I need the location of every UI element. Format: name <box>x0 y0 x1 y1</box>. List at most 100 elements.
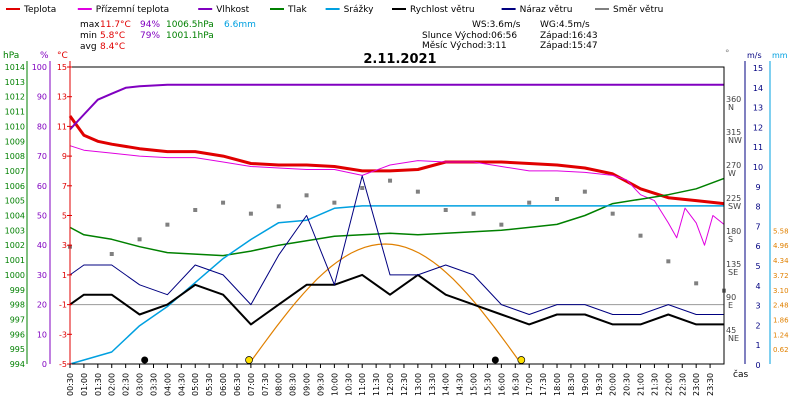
info-moon-set: Západ:15:47 <box>540 41 598 51</box>
time-tick-label: 14:00 <box>442 373 451 396</box>
time-tick-label: 08:00 <box>275 373 284 396</box>
legend: Teplota Přízemní teplota Vlhkost Tlak Srážky… <box>6 5 663 15</box>
wind-direction-point <box>276 204 281 209</box>
info-moon-rise: Měsíc Východ:3:11 <box>422 41 507 51</box>
unit-humidity: % <box>40 51 49 61</box>
time-tick-label: 15:00 <box>470 373 479 396</box>
time-tick-label: 18:30 <box>567 373 576 396</box>
time-tick-label: 12:00 <box>386 373 395 396</box>
time-tick-label: 07:30 <box>261 373 270 396</box>
stat-max-label: max <box>80 20 100 30</box>
time-tick-label: 15:30 <box>483 373 492 396</box>
series-line-srazky <box>69 205 724 365</box>
time-tick-label: 05:30 <box>205 373 214 396</box>
time-tick-label: 04:30 <box>177 373 186 396</box>
time-tick-label: 21:00 <box>637 373 646 396</box>
time-tick-label: 00:30 <box>66 373 75 396</box>
time-tick-label: 20:30 <box>623 373 632 396</box>
series-line-rychlost-vetru <box>69 273 724 326</box>
time-tick-label: 04:00 <box>163 373 172 396</box>
wind-direction-point <box>415 189 420 194</box>
humidity-tick-label: 90 <box>37 93 47 102</box>
direction-tick-compass: NE <box>728 334 739 343</box>
chart-title: 2.11.2021 <box>363 52 436 67</box>
rain-tick-label: 2.48 <box>773 302 789 310</box>
temp-tick-label: 11 <box>57 122 67 131</box>
legend-label: Srážky <box>344 5 375 15</box>
direction-tick-compass: E <box>728 301 733 310</box>
rain-tick-label: 3.72 <box>773 272 789 280</box>
wind-direction-point <box>248 211 253 216</box>
sunrise-marker <box>245 356 253 364</box>
stat-min-label: min <box>80 31 97 41</box>
stat-max-hum: 94% <box>140 20 160 30</box>
unit-time: čas <box>733 369 748 380</box>
direction-tick-degrees: 45 <box>726 326 736 335</box>
temp-tick-label: -3 <box>59 330 67 339</box>
direction-tick-compass: NW <box>728 136 742 145</box>
temp-tick-label: -5 <box>59 360 67 369</box>
pressure-tick-label: 1006 <box>5 182 25 191</box>
wind-tick-label: 6 <box>755 242 760 251</box>
time-tick-label: 19:00 <box>581 373 590 396</box>
unit-rain: mm <box>772 51 788 60</box>
wind-direction-point <box>694 281 699 286</box>
wind-tick-label: 12 <box>753 123 763 132</box>
info-wg: WG:4.5m/s <box>540 20 590 30</box>
wind-direction-point <box>610 211 615 216</box>
time-tick-label: 18:00 <box>553 373 562 396</box>
wind-direction-point <box>555 197 560 201</box>
pressure-tick-label: 997 <box>10 315 25 324</box>
wind-tick-label: 3 <box>755 302 760 311</box>
series-line-tlak <box>69 177 725 257</box>
time-tick-label: 03:00 <box>136 373 145 396</box>
temp-tick-label: 7 <box>62 182 67 191</box>
pressure-tick-label: 1014 <box>5 63 25 72</box>
time-tick-label: 17:00 <box>525 373 534 396</box>
wind-tick-label: 15 <box>753 64 763 73</box>
time-tick-label: 16:00 <box>497 373 506 396</box>
stat-min-hum: 79% <box>140 31 160 41</box>
wind-direction-point <box>165 222 170 227</box>
series-line-naraz-vetru <box>69 175 724 315</box>
stat-avg-label: avg <box>80 42 97 52</box>
time-tick-label: 21:30 <box>650 373 659 396</box>
unit-temperature: °C <box>57 51 68 61</box>
time-tick-label: 22:30 <box>678 373 687 396</box>
pressure-tick-label: 1008 <box>5 152 25 161</box>
pressure-tick-label: 1011 <box>5 108 25 117</box>
pressure-tick-label: 1005 <box>5 197 25 206</box>
time-tick-label: 16:30 <box>511 373 520 396</box>
time-tick-label: 06:00 <box>219 373 228 396</box>
info-sun-set: Západ:16:43 <box>540 31 598 41</box>
wind-tick-label: 11 <box>753 143 763 152</box>
legend-label: Náraz větru <box>520 5 573 15</box>
direction-tick-compass: N <box>728 103 734 112</box>
time-tick-label: 06:30 <box>233 373 242 396</box>
time-tick-label: 19:30 <box>595 373 604 396</box>
wind-tick-label: 2 <box>755 321 760 330</box>
humidity-tick-label: 40 <box>37 241 47 250</box>
wind-direction-point <box>332 200 337 205</box>
wind-tick-label: 10 <box>753 163 763 172</box>
direction-tick-degrees: 270 <box>726 161 741 170</box>
plot-frame <box>69 66 725 365</box>
series-layer <box>68 83 726 365</box>
wind-direction-point <box>109 252 114 256</box>
wind-direction-point <box>193 208 198 212</box>
time-tick-label: 08:30 <box>289 373 298 396</box>
wind-direction-point <box>499 222 504 227</box>
time-tick-label: 22:00 <box>664 373 673 396</box>
moonrise-marker <box>141 356 149 364</box>
time-tick-label: 11:30 <box>372 373 381 396</box>
time-tick-label: 23:30 <box>706 373 715 396</box>
direction-tick-compass: S <box>728 235 733 244</box>
time-tick-label: 11:00 <box>358 373 367 396</box>
wind-tick-label: 0 <box>755 361 760 370</box>
rain-tick-label: 1.86 <box>773 316 789 324</box>
direction-tick-degrees: 180 <box>726 227 741 236</box>
wind-direction-point <box>221 200 226 205</box>
temp-tick-label: 9 <box>62 152 67 161</box>
unit-pressure: hPa <box>3 51 19 61</box>
